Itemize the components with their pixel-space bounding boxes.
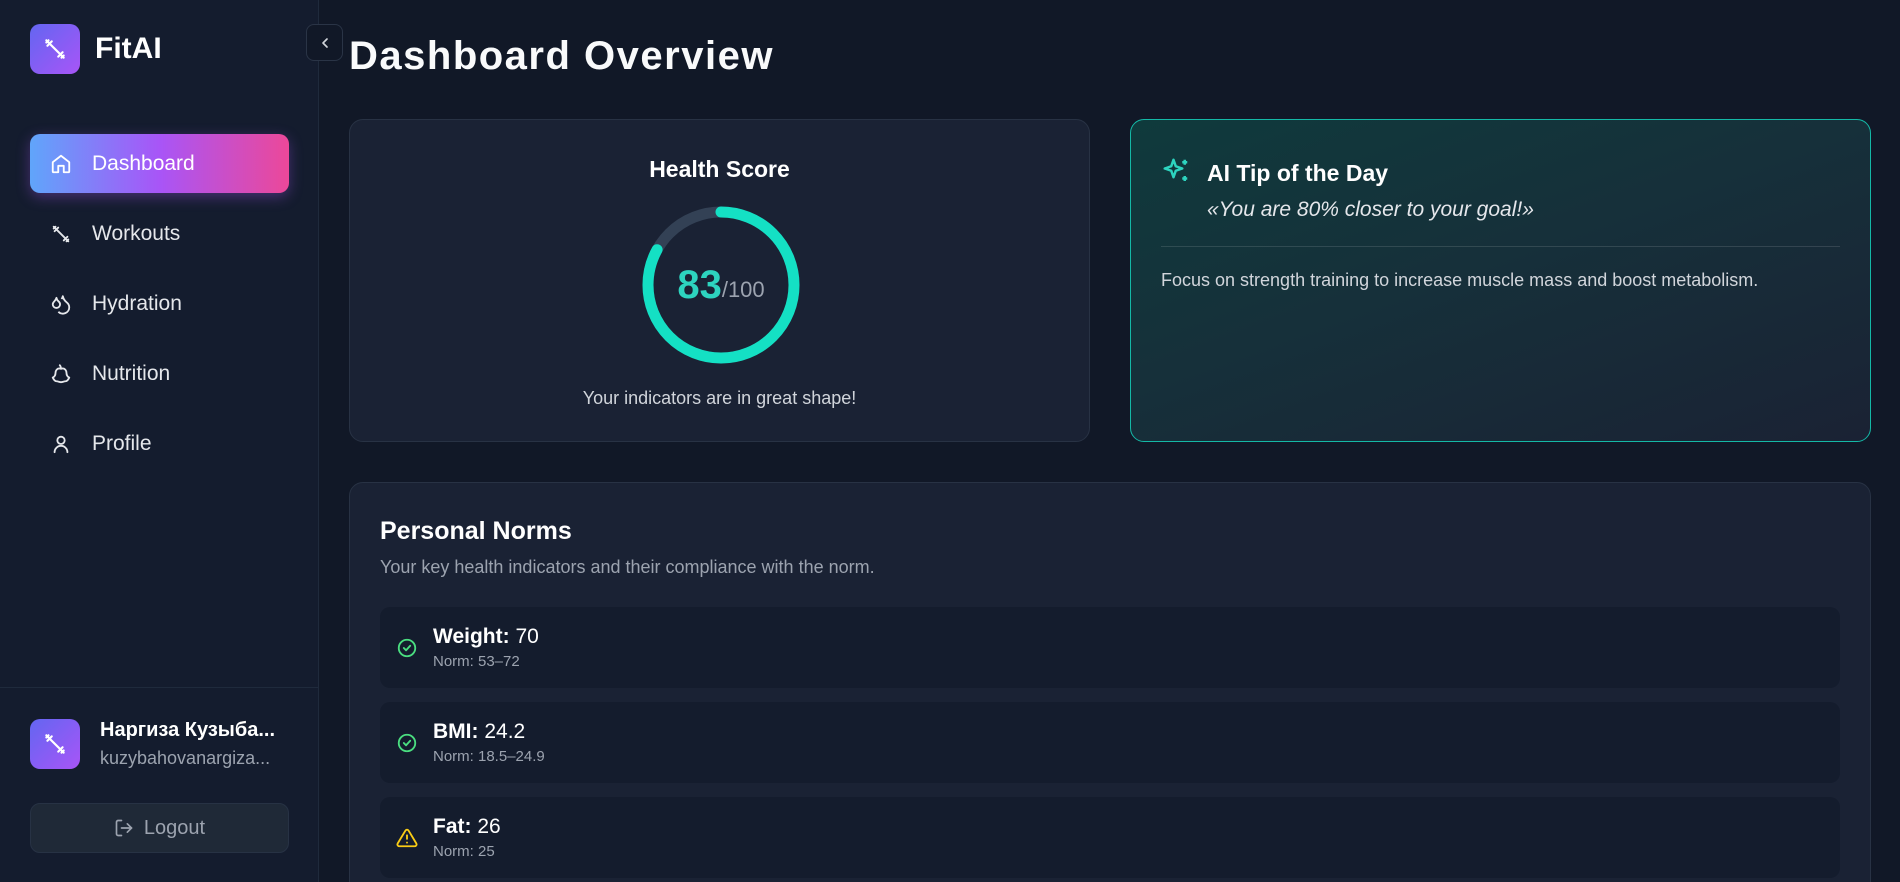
sidebar-item-label: Nutrition bbox=[92, 361, 171, 385]
norm-row-fat: Fat: 26 Norm: 25 bbox=[380, 797, 1840, 878]
sidebar-item-label: Profile bbox=[92, 431, 152, 455]
norm-range: Norm: 25 bbox=[433, 843, 495, 860]
collapse-sidebar-button[interactable] bbox=[306, 24, 343, 61]
divider bbox=[0, 687, 318, 688]
apple-icon bbox=[49, 362, 73, 386]
personal-norms-card: Personal Norms Your key health indicator… bbox=[349, 482, 1871, 882]
norm-range: Norm: 53–72 bbox=[433, 653, 520, 670]
logout-icon bbox=[114, 818, 134, 838]
dumbbell-icon bbox=[45, 39, 65, 59]
page-title: Dashboard Overview bbox=[349, 34, 774, 78]
norm-list: Weight: 70 Norm: 53–72 BMI: 24.2 Norm: 1… bbox=[380, 607, 1840, 882]
user-icon bbox=[49, 432, 73, 456]
app-name: FitAI bbox=[95, 32, 162, 65]
norm-value: 70 bbox=[509, 625, 539, 648]
health-score-ring bbox=[642, 206, 800, 364]
sidebar-item-label: Dashboard bbox=[92, 151, 195, 175]
ai-tip-quote: «You are 80% closer to your goal!» bbox=[1207, 198, 1534, 221]
warning-icon bbox=[395, 826, 419, 850]
personal-norms-title: Personal Norms bbox=[380, 517, 572, 545]
sidebar-item-dashboard[interactable]: Dashboard bbox=[30, 134, 289, 193]
health-score-progress bbox=[642, 206, 800, 364]
sparkles-icon bbox=[1161, 156, 1191, 191]
check-circle-icon bbox=[395, 636, 419, 660]
ai-tip-text: Focus on strength training to increase m… bbox=[1161, 270, 1759, 290]
health-score-message: Your indicators are in great shape! bbox=[582, 388, 857, 408]
ai-tip-card: AI Tip of the Day «You are 80% closer to… bbox=[1130, 119, 1871, 442]
sidebar-item-label: Workouts bbox=[92, 221, 181, 245]
sidebar-item-label: Hydration bbox=[92, 291, 182, 315]
health-score-value: 83 /100 bbox=[640, 204, 802, 366]
logout-button[interactable]: Logout bbox=[30, 803, 289, 853]
norm-value: 24.2 bbox=[478, 720, 526, 743]
norm-range: Norm: 18.5–24.9 bbox=[433, 748, 545, 765]
chevron-left-icon bbox=[321, 37, 328, 48]
ai-tip-title: AI Tip of the Day bbox=[1207, 160, 1389, 186]
norm-value: 26 bbox=[471, 815, 501, 838]
logout-label: Logout bbox=[143, 816, 206, 839]
sidebar-item-workouts[interactable]: Workouts bbox=[30, 204, 289, 263]
sidebar-item-nutrition[interactable]: Nutrition bbox=[30, 344, 289, 403]
sidebar-item-profile[interactable]: Profile bbox=[30, 414, 289, 473]
logo bbox=[30, 24, 80, 74]
dumbbell-icon bbox=[49, 222, 73, 246]
user-email: kuzybahovanargiza... bbox=[100, 748, 271, 768]
divider bbox=[1161, 246, 1840, 247]
user-profile[interactable]: Наргиза Кузыба... kuzybahovanargiza... bbox=[30, 719, 290, 769]
score-max: /100 bbox=[721, 277, 765, 302]
personal-norms-subtitle: Your key health indicators and their com… bbox=[380, 557, 875, 577]
norm-name: Fat: bbox=[433, 815, 472, 838]
check-circle-icon bbox=[395, 731, 419, 755]
sidebar-nav: Dashboard Workouts Hydration Nutrition bbox=[30, 134, 289, 484]
avatar bbox=[30, 719, 80, 769]
health-score-card: Health Score 83 /100 Your indicators are… bbox=[349, 119, 1090, 442]
user-name: Наргиза Кузыба... bbox=[100, 719, 275, 741]
dumbbell-icon bbox=[45, 734, 65, 754]
score-number: 83 bbox=[677, 262, 722, 307]
brand[interactable]: FitAI bbox=[30, 24, 162, 74]
health-score-title: Health Score bbox=[649, 156, 790, 182]
sidebar: FitAI Dashboard Workouts Hydration bbox=[0, 0, 319, 882]
norm-row-weight: Weight: 70 Norm: 53–72 bbox=[380, 607, 1840, 688]
norm-name: BMI: bbox=[433, 720, 479, 743]
norm-name: Weight: bbox=[433, 625, 510, 648]
sidebar-item-hydration[interactable]: Hydration bbox=[30, 274, 289, 333]
main-content: Dashboard Overview Health Score 83 /100 … bbox=[319, 0, 1900, 882]
home-icon bbox=[49, 152, 73, 176]
droplets-icon bbox=[49, 292, 73, 316]
norm-row-bmi: BMI: 24.2 Norm: 18.5–24.9 bbox=[380, 702, 1840, 783]
